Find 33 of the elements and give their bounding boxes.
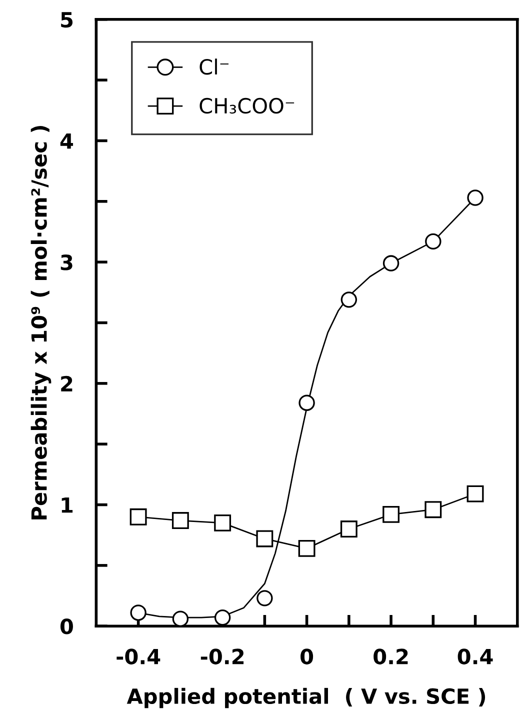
point	[172, 610, 189, 626]
y-tick-label: 5	[61, 12, 73, 28]
point	[256, 530, 274, 548]
point	[298, 394, 315, 411]
x-tick-label: -0.2	[200, 648, 244, 664]
point	[256, 590, 273, 606]
point	[298, 540, 316, 557]
legend-label: Cl⁻	[200, 58, 228, 75]
y-tick-label: 0	[60, 618, 73, 634]
point	[340, 520, 358, 538]
y-tick-label: 3	[60, 254, 72, 270]
point	[340, 292, 358, 308]
y-tick-label: 1	[62, 497, 73, 513]
x-tick-label: 0	[300, 648, 314, 664]
x-tick-label: -0.4	[116, 648, 160, 664]
x-tick-label: 0.4	[458, 648, 493, 664]
y-tick-label: 4	[60, 133, 74, 149]
point	[424, 501, 442, 518]
point	[382, 506, 400, 523]
x-axis-title: Applied potential ( V vs. SCE )	[126, 688, 486, 708]
point	[130, 604, 146, 621]
y-tick-label: 2	[61, 376, 72, 392]
point	[382, 255, 400, 272]
point	[425, 233, 442, 250]
x-tick-label: 0.2	[374, 648, 408, 664]
point	[130, 508, 147, 526]
y-axis-title: Permeability x 10⁹ ( mol·cm²/sec )	[30, 126, 52, 520]
point	[214, 514, 232, 532]
point	[466, 485, 484, 502]
point	[467, 190, 484, 206]
point	[172, 512, 189, 529]
point	[214, 609, 231, 626]
legend-label: CH₃COO⁻	[200, 98, 294, 114]
